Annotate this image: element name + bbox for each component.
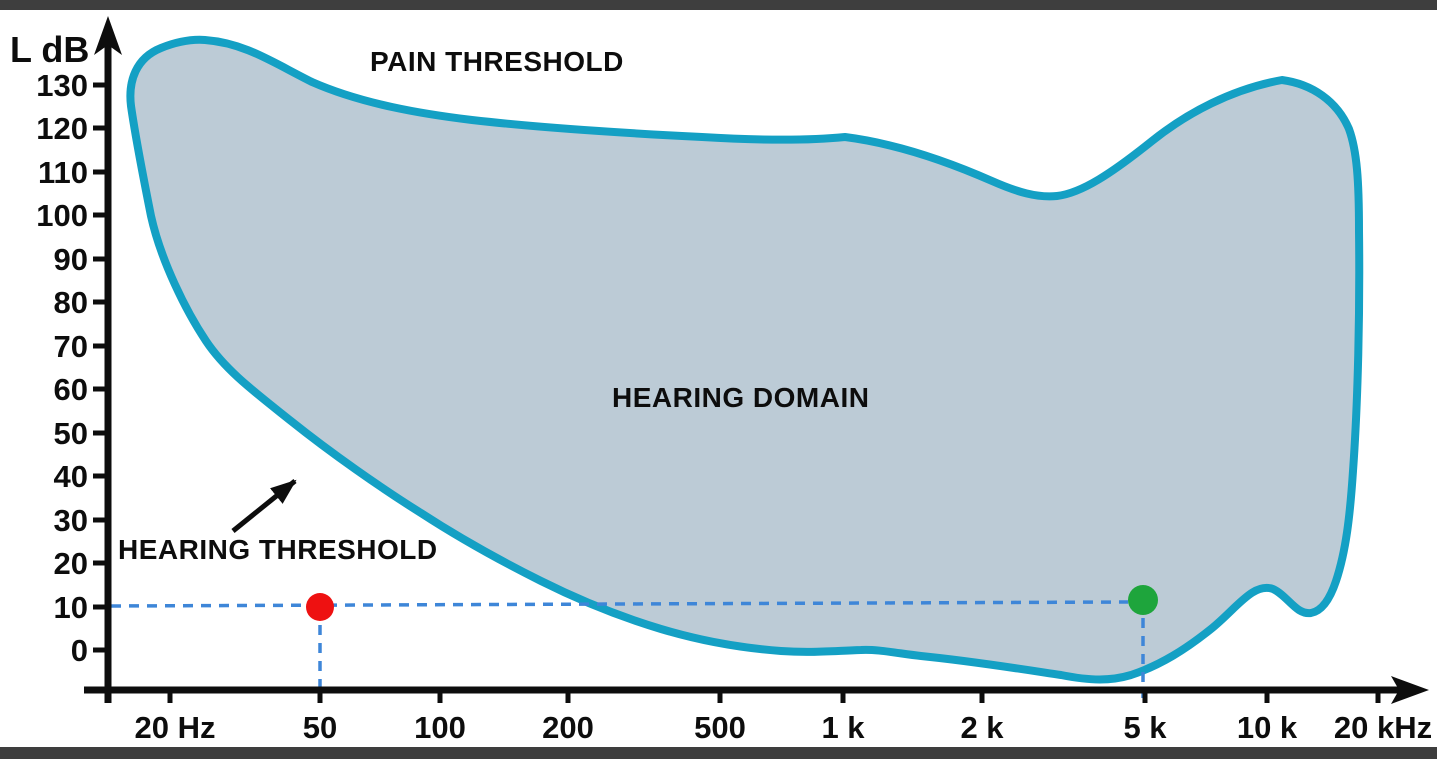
hearing-domain-region bbox=[126, 35, 1364, 684]
x-tick-label: 20 Hz bbox=[135, 710, 216, 745]
y-tick-label: 90 bbox=[54, 242, 88, 277]
bottom-letterbox-bar bbox=[0, 747, 1437, 759]
red-point-50hz-10db bbox=[306, 593, 334, 621]
x-axis-ticks bbox=[167, 690, 1381, 703]
y-tick-label: 130 bbox=[36, 68, 88, 103]
y-tick-label: 80 bbox=[54, 285, 88, 320]
hearing-domain-label: HEARING DOMAIN bbox=[612, 382, 869, 413]
y-tick-label: 20 bbox=[54, 546, 88, 581]
y-axis-arrowhead-icon bbox=[94, 16, 122, 55]
x-axis-arrowhead-icon bbox=[1391, 676, 1429, 704]
y-axis-ticks bbox=[93, 82, 109, 653]
x-tick-label: 5 k bbox=[1123, 710, 1167, 745]
y-tick-label: 30 bbox=[54, 503, 88, 538]
y-tick-label: 10 bbox=[54, 590, 88, 625]
x-tick-label: 200 bbox=[542, 710, 594, 745]
x-tick-label: 50 bbox=[303, 710, 337, 745]
y-tick-label: 60 bbox=[54, 372, 88, 407]
x-tick-label: 100 bbox=[414, 710, 466, 745]
green-point-5khz-10db bbox=[1128, 585, 1158, 615]
x-tick-label: 10 k bbox=[1237, 710, 1298, 745]
top-letterbox-bar bbox=[0, 0, 1437, 10]
hearing-threshold-pointer-arrow bbox=[231, 479, 297, 533]
y-axis-title: L dB bbox=[10, 29, 89, 70]
x-tick-label: 500 bbox=[694, 710, 746, 745]
x-tick-label: 1 k bbox=[821, 710, 865, 745]
y-tick-label: 70 bbox=[54, 329, 88, 364]
x-tick-label: 20 kHz bbox=[1334, 710, 1432, 745]
y-tick-label: 0 bbox=[71, 633, 88, 668]
guide-line-10db bbox=[110, 600, 1129, 608]
y-tick-label: 40 bbox=[54, 459, 88, 494]
y-tick-label: 110 bbox=[38, 155, 88, 190]
y-tick-label: 100 bbox=[36, 198, 88, 233]
hearing-threshold-label: HEARING THRESHOLD bbox=[118, 534, 438, 565]
x-tick-label: 2 k bbox=[960, 710, 1004, 745]
y-tick-label: 120 bbox=[36, 111, 88, 146]
pain-threshold-label: PAIN THRESHOLD bbox=[370, 46, 624, 77]
y-tick-label: 50 bbox=[54, 416, 88, 451]
